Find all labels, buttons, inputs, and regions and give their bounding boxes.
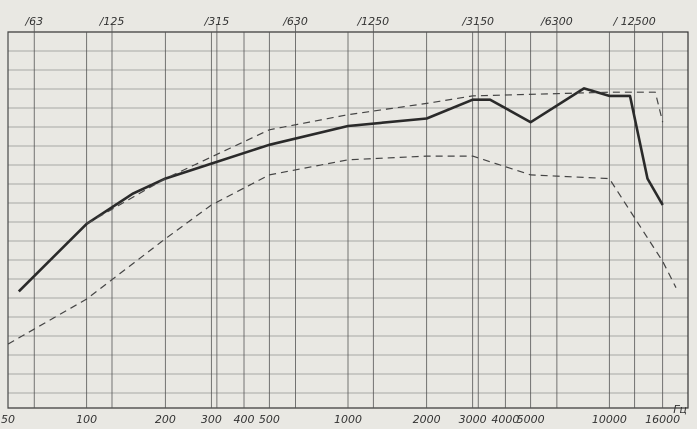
dashed-curve [86,91,664,225]
x-tick-label: 1000 [334,413,362,426]
x-tick-label: 200 [155,413,176,426]
x-tick-label: 400 [234,413,255,426]
x-tick-label: 5000 [517,413,545,426]
x2-tick-label: /315 [204,15,230,28]
x-tick-label: 10000 [592,413,627,426]
x2-tick-label: / 12500 [613,15,656,28]
x-tick-label: 4000 [491,413,519,426]
x-tick-label: 3000 [459,413,487,426]
x2-tick-label: /1250 [356,15,389,28]
response-curve [17,87,664,293]
x2-tick-label: /125 [99,15,125,28]
x2-tick-label: /3150 [461,15,494,28]
x-tick-label: 2000 [413,413,441,426]
x-tick-label: 50 [1,413,15,426]
x2-tick-label: /630 [282,15,308,28]
dashed-curve [7,155,677,345]
x2-tick-label: /63 [24,15,43,28]
x-axis-label: Гц [673,403,687,416]
x-tick-label: 300 [201,413,222,426]
x2-tick-label: /6300 [540,15,573,28]
x-tick-label: 100 [76,413,97,426]
x-tick-label: 500 [259,413,280,426]
x-tick-label: 16000 [645,413,680,426]
